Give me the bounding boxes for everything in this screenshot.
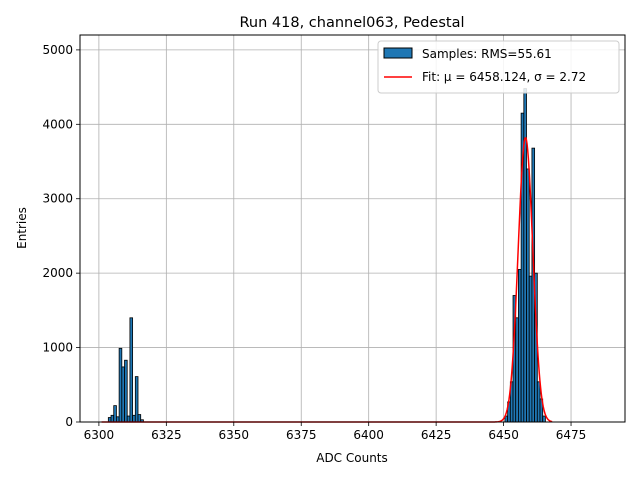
x-tick-label: 6425 [421,428,452,442]
y-tick-label: 0 [65,415,73,429]
histogram-bar [542,415,546,423]
histogram-bar [110,414,115,423]
histogram-bar [124,359,128,423]
legend: Samples: RMS=55.61 Fit: μ = 6458.124, σ … [377,40,620,94]
histogram-bar [134,376,139,423]
x-tick-label: 6325 [151,428,182,442]
x-axis-label: ADC Counts [316,451,388,465]
x-tick-label: 6375 [286,428,317,442]
histogram-bar [137,414,142,423]
plot-frame [79,34,626,423]
y-tick-label: 5000 [42,43,73,57]
histogram-bar [113,405,117,423]
x-tick-label: 6400 [353,428,384,442]
histogram-bar [528,275,533,423]
histogram-bar [129,317,134,423]
y-tick-label: 4000 [42,117,73,131]
y-tick-label: 2000 [42,266,73,280]
legend-label-samples: Samples: RMS=55.61 [422,47,552,61]
x-axis-ticks: 6300 6325 6350 6375 6400 6425 6450 6475 [84,422,587,442]
chart-title: Run 418, channel063, Pedestal [239,15,464,31]
legend-box [377,40,620,94]
legend-swatch-samples [383,47,413,59]
histogram-bar [518,269,522,423]
histogram-bar [116,416,120,423]
x-tick-label: 6350 [219,428,250,442]
y-axis-ticks: 0 1000 2000 3000 4000 5000 [42,43,80,429]
legend-label-fit: Fit: μ = 6458.124, σ = 2.72 [422,70,586,84]
x-tick-label: 6450 [488,428,519,442]
histogram-bar [118,347,123,423]
histogram-bar [536,381,541,423]
y-tick-label: 3000 [42,192,73,206]
histogram-bar [526,168,530,423]
x-tick-label: 6300 [84,428,115,442]
x-tick-label: 6475 [556,428,587,442]
histogram-bar [515,317,519,423]
y-tick-label: 1000 [42,341,73,355]
histogram-bar [121,366,125,423]
y-axis-label: Entries [15,207,29,249]
histogram-bar [132,414,136,423]
histogram-bar [126,415,131,423]
plot-area [79,34,626,423]
